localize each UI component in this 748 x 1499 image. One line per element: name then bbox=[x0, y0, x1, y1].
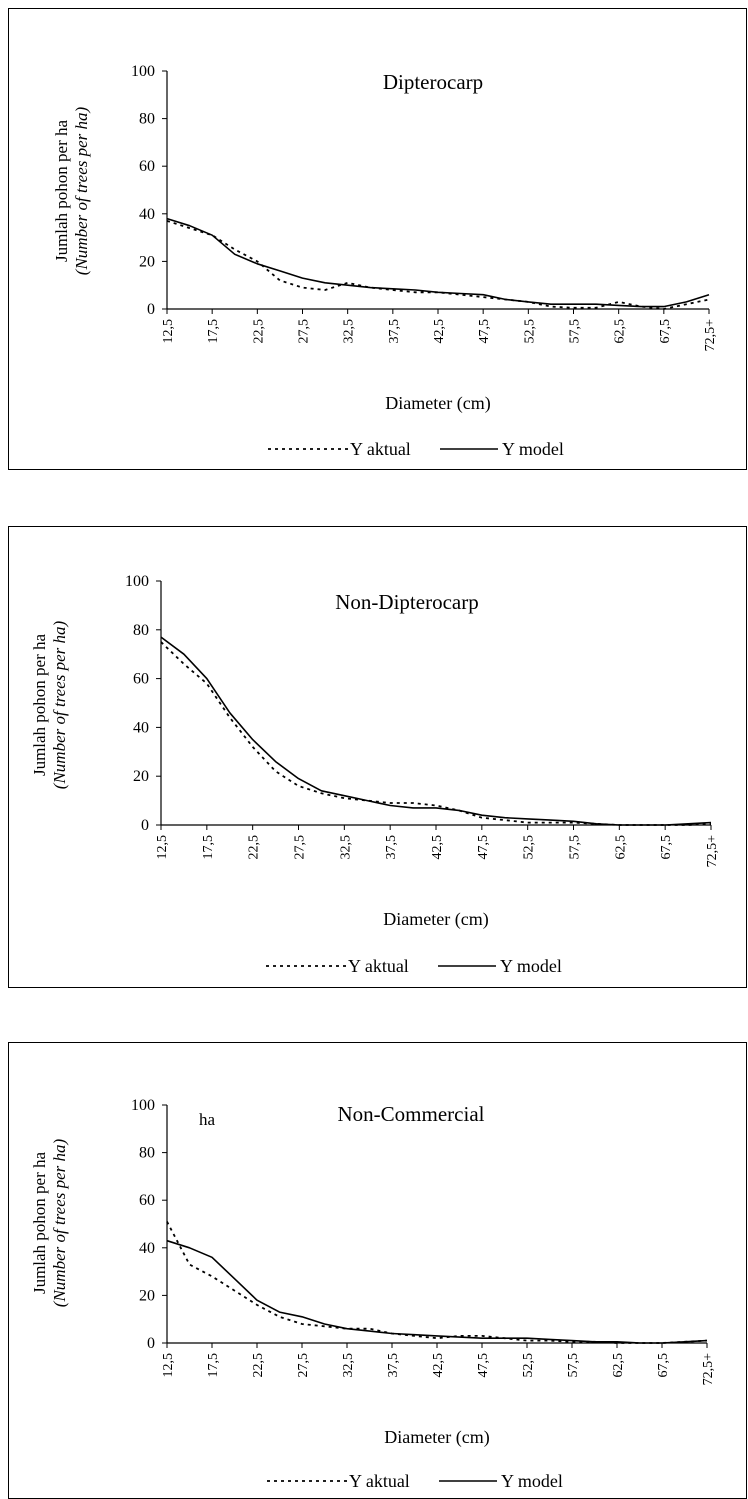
legend-label-y-model: Y model bbox=[501, 1471, 563, 1491]
x-tick-label: 72,5+ bbox=[701, 1353, 716, 1386]
x-tick-label: 72,5+ bbox=[703, 319, 718, 352]
chart-title: Dipterocarp bbox=[383, 70, 483, 94]
series-line-y-aktual bbox=[160, 641, 712, 826]
y-axis-label-group: Jumlah pohon per ha(Number of trees per … bbox=[30, 1138, 69, 1307]
x-tick-label: 52,5 bbox=[522, 835, 537, 860]
series-line-y-model bbox=[160, 636, 712, 826]
y-tick-label: 0 bbox=[147, 1335, 155, 1352]
x-tick-label: 37,5 bbox=[386, 1353, 401, 1378]
x-tick-label: 67,5 bbox=[656, 1353, 671, 1378]
y-axis-label-italic: (Number of trees per ha) bbox=[50, 620, 69, 789]
y-axis-label: Jumlah pohon per ha bbox=[30, 633, 49, 776]
x-tick-label: 12,5 bbox=[155, 835, 170, 860]
y-tick-label: 20 bbox=[133, 768, 149, 785]
x-tick-label: 52,5 bbox=[521, 1353, 536, 1378]
x-tick-label: 27,5 bbox=[297, 319, 312, 344]
chart-svg-non-dipterocarp: Non-Dipterocarp Jumlah pohon per ha(Numbe… bbox=[30, 573, 720, 976]
chart-title: Non-Dipterocarp bbox=[335, 590, 478, 614]
x-tick-label: 57,5 bbox=[568, 319, 583, 344]
y-tick-label: 80 bbox=[139, 111, 155, 128]
x-tick-label: 27,5 bbox=[296, 1353, 311, 1378]
legend-label-y-model: Y model bbox=[500, 956, 562, 976]
x-tick-label: 57,5 bbox=[566, 1353, 581, 1378]
series-line-y-model bbox=[166, 1239, 708, 1344]
series-line-y-aktual bbox=[166, 1221, 708, 1344]
legend-label-y-aktual: Y aktual bbox=[348, 956, 409, 976]
x-tick-label: 27,5 bbox=[293, 835, 308, 860]
chart-svg-dipterocarp: Dipterocarp Jumlah pohon per ha(Number of… bbox=[52, 63, 718, 459]
series-line-y-model bbox=[166, 217, 710, 308]
x-tick-label: 57,5 bbox=[568, 835, 583, 860]
x-tick-label: 17,5 bbox=[201, 835, 216, 860]
x-tick-label: 47,5 bbox=[477, 319, 492, 344]
x-tick-label: 17,5 bbox=[206, 1353, 221, 1378]
y-axis-label-italic: (Number of trees per ha) bbox=[50, 1138, 69, 1307]
x-axis-label: Diameter (cm) bbox=[384, 1427, 489, 1448]
x-tick-label: 42,5 bbox=[432, 319, 447, 344]
x-tick-label: 12,5 bbox=[161, 319, 176, 344]
y-tick-label: 40 bbox=[133, 719, 149, 736]
y-axis-label-extra: ha bbox=[199, 1110, 216, 1129]
y-tick-label: 60 bbox=[139, 158, 155, 175]
x-axis-label: Diameter (cm) bbox=[385, 393, 490, 414]
y-tick-label: 0 bbox=[147, 301, 155, 318]
x-tick-label: 32,5 bbox=[342, 319, 357, 344]
y-tick-label: 100 bbox=[131, 1097, 155, 1114]
x-tick-label: 62,5 bbox=[611, 1353, 626, 1378]
x-tick-label: 22,5 bbox=[251, 319, 266, 344]
y-tick-label: 20 bbox=[139, 253, 155, 270]
x-tick-label: 22,5 bbox=[247, 835, 262, 860]
x-tick-label: 42,5 bbox=[430, 835, 445, 860]
x-axis-label: Diameter (cm) bbox=[383, 909, 488, 930]
y-tick-label: 0 bbox=[141, 817, 149, 834]
x-tick-label: 62,5 bbox=[613, 319, 628, 344]
x-tick-label: 12,5 bbox=[161, 1353, 176, 1378]
x-tick-label: 32,5 bbox=[341, 1353, 356, 1378]
y-axis-label: Jumlah pohon per ha bbox=[30, 1151, 49, 1294]
chart-panel-non-commercial: Non-Commercial Jumlah pohon per ha(Number… bbox=[8, 1042, 747, 1499]
chart-title: Non-Commercial bbox=[338, 1102, 485, 1126]
y-tick-label: 100 bbox=[125, 573, 149, 590]
x-tick-label: 67,5 bbox=[658, 319, 673, 344]
y-tick-label: 40 bbox=[139, 206, 155, 223]
legend-label-y-aktual: Y aktual bbox=[349, 1471, 410, 1491]
x-tick-label: 62,5 bbox=[613, 835, 628, 860]
chart-svg-non-commercial: Non-Commercial Jumlah pohon per ha(Number… bbox=[30, 1097, 716, 1491]
chart-panel-non-dipterocarp: Non-Dipterocarp Jumlah pohon per ha(Numbe… bbox=[8, 526, 747, 988]
y-tick-label: 100 bbox=[131, 63, 155, 80]
x-tick-label: 17,5 bbox=[206, 319, 221, 344]
y-axis-label: Jumlah pohon per ha bbox=[52, 119, 71, 262]
x-tick-label: 47,5 bbox=[476, 1353, 491, 1378]
y-tick-label: 60 bbox=[133, 671, 149, 688]
x-tick-label: 42,5 bbox=[431, 1353, 446, 1378]
x-tick-label: 67,5 bbox=[659, 835, 674, 860]
y-tick-label: 80 bbox=[133, 622, 149, 639]
y-tick-label: 40 bbox=[139, 1240, 155, 1257]
x-tick-label: 72,5+ bbox=[705, 835, 720, 868]
x-tick-label: 47,5 bbox=[476, 835, 491, 860]
x-tick-label: 32,5 bbox=[338, 835, 353, 860]
x-tick-label: 22,5 bbox=[251, 1353, 266, 1378]
y-axis-label-group: Jumlah pohon per ha(Number of trees per … bbox=[52, 106, 91, 275]
chart-panel-dipterocarp: Dipterocarp Jumlah pohon per ha(Number of… bbox=[8, 8, 747, 470]
y-tick-label: 80 bbox=[139, 1145, 155, 1162]
x-tick-label: 37,5 bbox=[387, 319, 402, 344]
x-tick-label: 37,5 bbox=[384, 835, 399, 860]
y-axis-label-group: Jumlah pohon per ha(Number of trees per … bbox=[30, 620, 69, 789]
series-line-y-aktual bbox=[166, 220, 710, 310]
y-tick-label: 20 bbox=[139, 1287, 155, 1304]
legend-label-y-model: Y model bbox=[502, 439, 564, 459]
legend-label-y-aktual: Y aktual bbox=[350, 439, 411, 459]
y-tick-label: 60 bbox=[139, 1192, 155, 1209]
y-axis-label-italic: (Number of trees per ha) bbox=[72, 106, 91, 275]
x-tick-label: 52,5 bbox=[522, 319, 537, 344]
